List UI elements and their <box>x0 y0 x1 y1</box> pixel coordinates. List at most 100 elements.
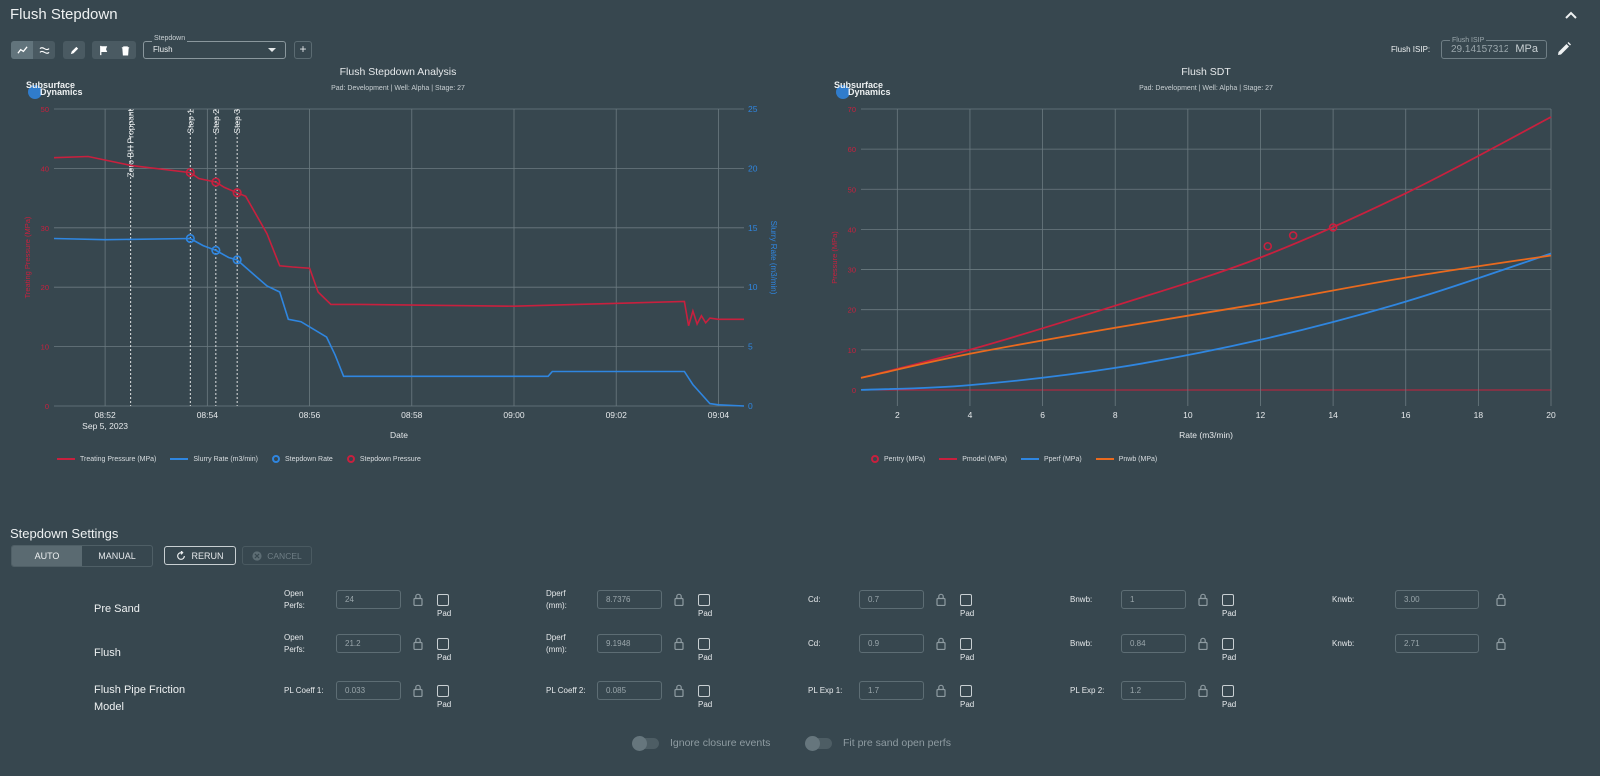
field-input[interactable]: 0.84 <box>1121 634 1186 653</box>
field-input[interactable]: 1.7 <box>859 681 924 700</box>
field-input[interactable]: 2.71 <box>1395 634 1479 653</box>
pentry-point <box>1288 231 1298 240</box>
field-input[interactable]: 3.00 <box>1395 590 1479 609</box>
ignore-closure-switch[interactable]: Ignore closure events <box>632 735 770 751</box>
legend-line <box>170 458 189 460</box>
edit-group <box>63 41 85 59</box>
pad-checkbox[interactable] <box>698 638 710 650</box>
rerun-label: RERUN <box>191 550 224 561</box>
lock-icon[interactable] <box>936 684 946 698</box>
switch-track[interactable] <box>632 735 659 751</box>
field-input[interactable]: 1.2 <box>1121 681 1186 700</box>
chevron-up-icon[interactable] <box>1564 8 1578 22</box>
y2-tick-label: 5 <box>748 342 753 352</box>
edit-icon[interactable] <box>1557 42 1571 56</box>
pencil-button[interactable] <box>63 41 85 59</box>
chart-mode-wave-button[interactable] <box>33 41 55 59</box>
lock-icon[interactable] <box>1496 637 1506 651</box>
lock-icon[interactable] <box>1198 637 1208 651</box>
legend-item[interactable]: Pmodel (MPa) <box>939 456 1007 463</box>
chart-mode-toggle <box>11 41 55 59</box>
legend-item[interactable]: Stepdown Pressure <box>346 455 421 463</box>
legend-item[interactable]: Pnwb (MPa) <box>1095 456 1157 463</box>
field-input[interactable]: 0.033 <box>336 681 401 700</box>
legend-item[interactable]: Stepdown Rate <box>271 455 333 463</box>
pad-checkbox[interactable] <box>1222 638 1234 650</box>
y-tick-label: 30 <box>41 224 49 233</box>
legend-item[interactable]: Pperf (MPa) <box>1020 456 1082 463</box>
field-input[interactable]: 0.7 <box>859 590 924 609</box>
lock-icon[interactable] <box>1198 593 1208 607</box>
field-label: PL Exp 2: <box>1070 686 1105 695</box>
pad-checkbox[interactable] <box>437 638 449 650</box>
pad-checkbox[interactable] <box>960 685 972 697</box>
lock-icon[interactable] <box>936 593 946 607</box>
y-tick-label: 0 <box>852 386 856 395</box>
y2-tick-label: 20 <box>748 163 758 173</box>
field-input[interactable]: 0.9 <box>859 634 924 653</box>
lock-icon[interactable] <box>413 593 423 607</box>
stepdown-select[interactable]: Stepdown Flush <box>143 35 286 59</box>
x-axis-label: Rate (m3/min) <box>1179 430 1233 440</box>
series-line-slurry-rate <box>53 237 745 407</box>
lock-icon[interactable] <box>674 593 684 607</box>
lock-icon[interactable] <box>936 637 946 651</box>
x-tick-label: 16 <box>1401 410 1411 420</box>
y-tick-label: 60 <box>848 145 856 154</box>
legend-line <box>939 458 958 460</box>
legend-item[interactable]: Pentry (MPa) <box>871 455 925 463</box>
fit-presand-switch[interactable]: Fit pre sand open perfs <box>805 735 951 751</box>
legend-item[interactable]: Treating Pressure (MPa) <box>57 456 156 463</box>
field-input[interactable]: 8.7376 <box>597 590 662 609</box>
pad-checkbox[interactable] <box>1222 685 1234 697</box>
field-input[interactable]: 24 <box>336 590 401 609</box>
lock-icon[interactable] <box>1198 684 1208 698</box>
pad-checkbox[interactable] <box>960 638 972 650</box>
field-label: Knwb: <box>1332 639 1355 648</box>
caret-down-icon <box>268 48 276 52</box>
pad-checkbox-label: Pad <box>960 700 975 709</box>
flush-isip-unit: MPa <box>1515 43 1538 55</box>
pad-checkbox[interactable] <box>698 594 710 606</box>
pad-checkbox[interactable] <box>698 685 710 697</box>
field-input[interactable]: 21.2 <box>336 634 401 653</box>
event-marker-label: Step 1 <box>185 109 195 134</box>
switch-track[interactable] <box>805 735 832 751</box>
x-tick-label: 6 <box>1040 410 1045 420</box>
add-stepdown-button[interactable]: + <box>294 41 312 59</box>
x-tick-label: 09:02 <box>606 410 628 420</box>
field-input[interactable]: 0.085 <box>597 681 662 700</box>
pad-checkbox[interactable] <box>437 594 449 606</box>
stepdown-point <box>232 255 242 265</box>
field-input[interactable]: 1 <box>1121 590 1186 609</box>
series-line-pmodel <box>860 116 1552 379</box>
x-tick-label: 09:04 <box>708 410 730 420</box>
flush-isip-field[interactable]: Flush ISIP 29.14157312 MPa <box>1441 37 1547 59</box>
pad-checkbox[interactable] <box>960 594 972 606</box>
lock-icon[interactable] <box>1496 593 1506 607</box>
rerun-button[interactable]: RERUN <box>164 546 236 565</box>
pad-checkbox[interactable] <box>437 685 449 697</box>
manual-mode-button[interactable]: MANUAL <box>98 551 136 561</box>
pad-checkbox[interactable] <box>1222 594 1234 606</box>
delete-button[interactable] <box>114 41 136 59</box>
lock-icon[interactable] <box>413 684 423 698</box>
switch-knob <box>632 735 647 751</box>
legend-item[interactable]: Slurry Rate (m3/min) <box>170 456 258 463</box>
pad-checkbox-label: Pad <box>1222 700 1237 709</box>
pad-checkbox-label: Pad <box>437 609 452 618</box>
stepdown-select-label: Stepdown <box>152 35 188 42</box>
x-axis-label: Date <box>390 430 408 440</box>
lock-icon[interactable] <box>674 684 684 698</box>
flag-button[interactable] <box>92 41 114 59</box>
logo-text: Dynamics <box>40 87 83 97</box>
lock-icon[interactable] <box>413 637 423 651</box>
auto-mode-button[interactable]: AUTO <box>12 546 82 566</box>
cancel-button[interactable]: CANCEL <box>242 546 312 565</box>
cancel-label: CANCEL <box>267 550 302 561</box>
field-input[interactable]: 9.1948 <box>597 634 662 653</box>
y2-tick-label: 15 <box>748 223 758 233</box>
field-label: Dperf (mm): <box>546 588 567 612</box>
lock-icon[interactable] <box>674 637 684 651</box>
chart-mode-line-button[interactable] <box>11 41 33 59</box>
